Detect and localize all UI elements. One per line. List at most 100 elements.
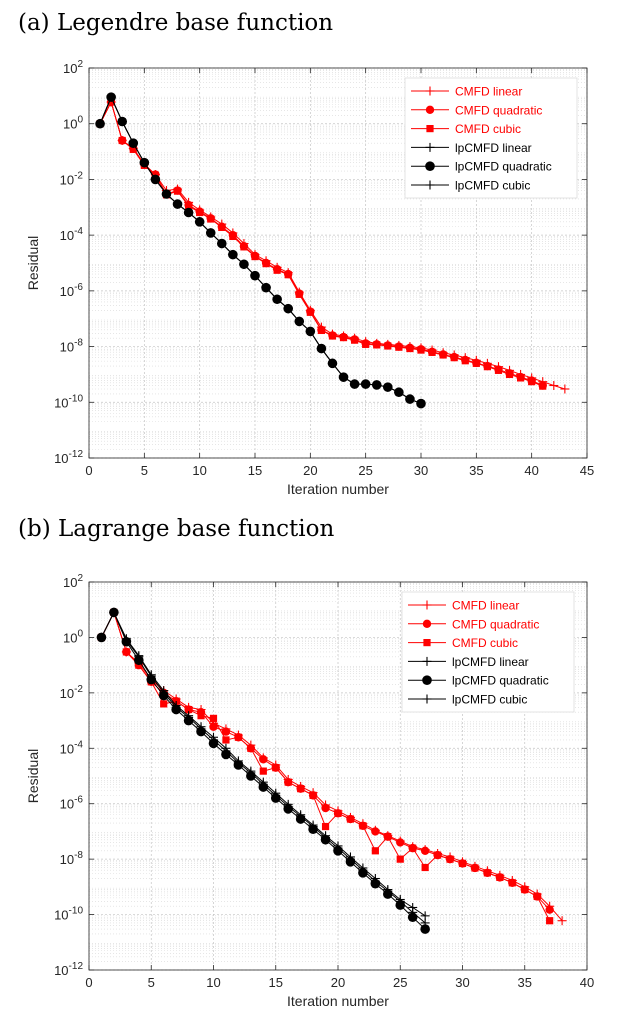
chart-1-x-tick-label: 30 xyxy=(455,975,469,990)
chart-0-series-5-point xyxy=(305,326,315,336)
chart-0-series-5-point xyxy=(250,271,260,281)
chart-1-series-1-point xyxy=(321,803,330,813)
chart-1-series-5-point xyxy=(420,911,430,921)
chart-0-series-2-point xyxy=(417,346,425,354)
chart-0-series-2-point xyxy=(207,215,215,223)
chart-1-x-tick-label: 5 xyxy=(148,975,155,990)
chart-1-legend-label: CMFD quadratic xyxy=(452,617,539,631)
chart-1-legend-box xyxy=(401,591,575,713)
chart-1-y-tick-label: 10-4 xyxy=(60,739,84,756)
chart-0-series-2-point xyxy=(428,348,436,356)
chart-1-legend-marker xyxy=(422,656,432,666)
chart-1-series-5-point xyxy=(209,732,218,742)
chart-0-series-5-point xyxy=(327,358,337,368)
chart-0-series-5-point xyxy=(161,189,171,199)
chart-1-series-2-point xyxy=(421,863,429,872)
chart-1-series-5-point xyxy=(395,894,405,904)
chart-1-series-2-point xyxy=(434,851,442,859)
chart-1-series-2-point xyxy=(185,705,193,714)
chart-1-series-5-point xyxy=(233,756,243,766)
chart-0-series-2-point xyxy=(373,341,381,349)
chart-0-series-5-point xyxy=(217,239,227,249)
chart-0-series-2-point xyxy=(328,332,337,340)
chart-0-series-5-point xyxy=(416,399,426,409)
chart-1-y-tick-label: 10-6 xyxy=(60,795,84,812)
chart-1-y-tick-label: 10-8 xyxy=(60,850,84,867)
chart-0-x-tick-label: 35 xyxy=(469,463,483,478)
chart-1-legend-marker xyxy=(422,675,432,685)
chart-1-series-2-point xyxy=(533,892,541,901)
chart-1-series-5-point xyxy=(146,670,156,680)
chart-0-series-2-point xyxy=(517,374,525,382)
chart-1-series-2-point xyxy=(284,778,292,786)
chart-0-series-5-point xyxy=(372,380,382,390)
chart-1-series-2-point xyxy=(446,855,454,863)
chart-1-series-1-point xyxy=(209,722,218,731)
chart-1-series-0-point xyxy=(557,916,567,926)
chart-1-series-2-point xyxy=(471,864,479,872)
chart-1-series-4-point xyxy=(407,912,418,923)
chart-1-series-2-point xyxy=(496,873,504,881)
chart-1-series-5-point xyxy=(96,632,106,642)
chart-1-series-1-point xyxy=(371,827,380,836)
chart-0-series-2-point xyxy=(173,187,182,195)
chart-1-series-5-point xyxy=(308,820,318,830)
chart-0-legend-marker xyxy=(425,86,435,96)
chart-0-series-5-point xyxy=(184,207,194,217)
chart-1-series-4-point xyxy=(420,924,430,934)
chart-0-x-tick-label: 40 xyxy=(524,463,538,478)
chart-1-series-5-point xyxy=(121,634,131,644)
chart-1-series-2-point xyxy=(508,879,516,887)
chart-1-series-5-point xyxy=(333,841,343,851)
chart-0-series-2-point xyxy=(107,98,115,106)
chart-0-legend-marker xyxy=(425,142,435,152)
chart-0-legend-marker xyxy=(425,161,435,171)
chart-1-series-5-point xyxy=(321,831,331,841)
chart-1-series-5-point xyxy=(283,799,293,809)
chart-1-legend-label: CMFD linear xyxy=(452,599,519,613)
chart-0-y-tick-label: 10-8 xyxy=(60,338,84,355)
chart-1-y-tick-label: 100 xyxy=(63,628,83,645)
chart-0-series-5-point xyxy=(316,344,326,354)
chart-1-series-2-point xyxy=(135,661,143,669)
chart-1-series-2-point xyxy=(309,791,317,799)
chart-1-series-4-point xyxy=(221,749,231,760)
chart-1-x-tick-label: 25 xyxy=(393,975,407,990)
caption-legendre: (a) Legendre base function xyxy=(18,10,334,36)
chart-1-series-4-point xyxy=(134,655,144,666)
chart-1-legend-label: CMFD cubic xyxy=(452,636,518,650)
chart-0-x-tick-label: 45 xyxy=(580,463,594,478)
chart-1-y-axis-label: Residual xyxy=(25,749,41,803)
chart-1-series-5-point xyxy=(134,651,144,661)
chart-0-series-2-point xyxy=(196,208,204,217)
chart-1-series-5 xyxy=(96,607,430,921)
chart-1-series-2-point xyxy=(259,767,267,775)
chart-1-series-4-point xyxy=(208,738,219,749)
chart-1-series-1-point xyxy=(545,905,554,914)
caption-lagrange: (b) Lagrange base function xyxy=(18,516,335,542)
chart-1-y-tick-label: 10-10 xyxy=(54,906,83,923)
chart-0-series-5-point xyxy=(106,92,116,102)
chart-0-series-2-point xyxy=(351,336,359,344)
chart-1-series-5-point xyxy=(296,810,306,820)
chart-0-x-axis-label: Iteration number xyxy=(287,481,389,497)
chart-0-series-2 xyxy=(96,98,547,390)
chart-1-series-2-point xyxy=(409,844,417,852)
chart-0-x-tick-label: 15 xyxy=(248,463,262,478)
chart-1-series-2-point xyxy=(321,822,330,831)
chart-0-series-2-point xyxy=(229,232,237,241)
chart-0-series-2-point xyxy=(306,308,314,316)
chart-1-series-2-point xyxy=(384,833,392,841)
chart-0-series-5-point xyxy=(228,250,238,260)
chart-1-series-5-point xyxy=(271,788,281,798)
chart-0-grid xyxy=(88,67,588,459)
chart-0-series-5-point xyxy=(150,174,160,184)
chart-0-series-0-point xyxy=(549,381,559,391)
chart-1-series-2-point xyxy=(247,744,255,752)
chart-1-series-5-point xyxy=(370,874,380,884)
chart-0-series-5-point xyxy=(339,372,349,382)
chart-1-series-2-point xyxy=(297,785,305,793)
chart-1-series-5-point xyxy=(358,863,368,873)
chart-1-series-2-point xyxy=(346,815,355,823)
chart-0-y-tick-label: 10-2 xyxy=(60,170,84,187)
